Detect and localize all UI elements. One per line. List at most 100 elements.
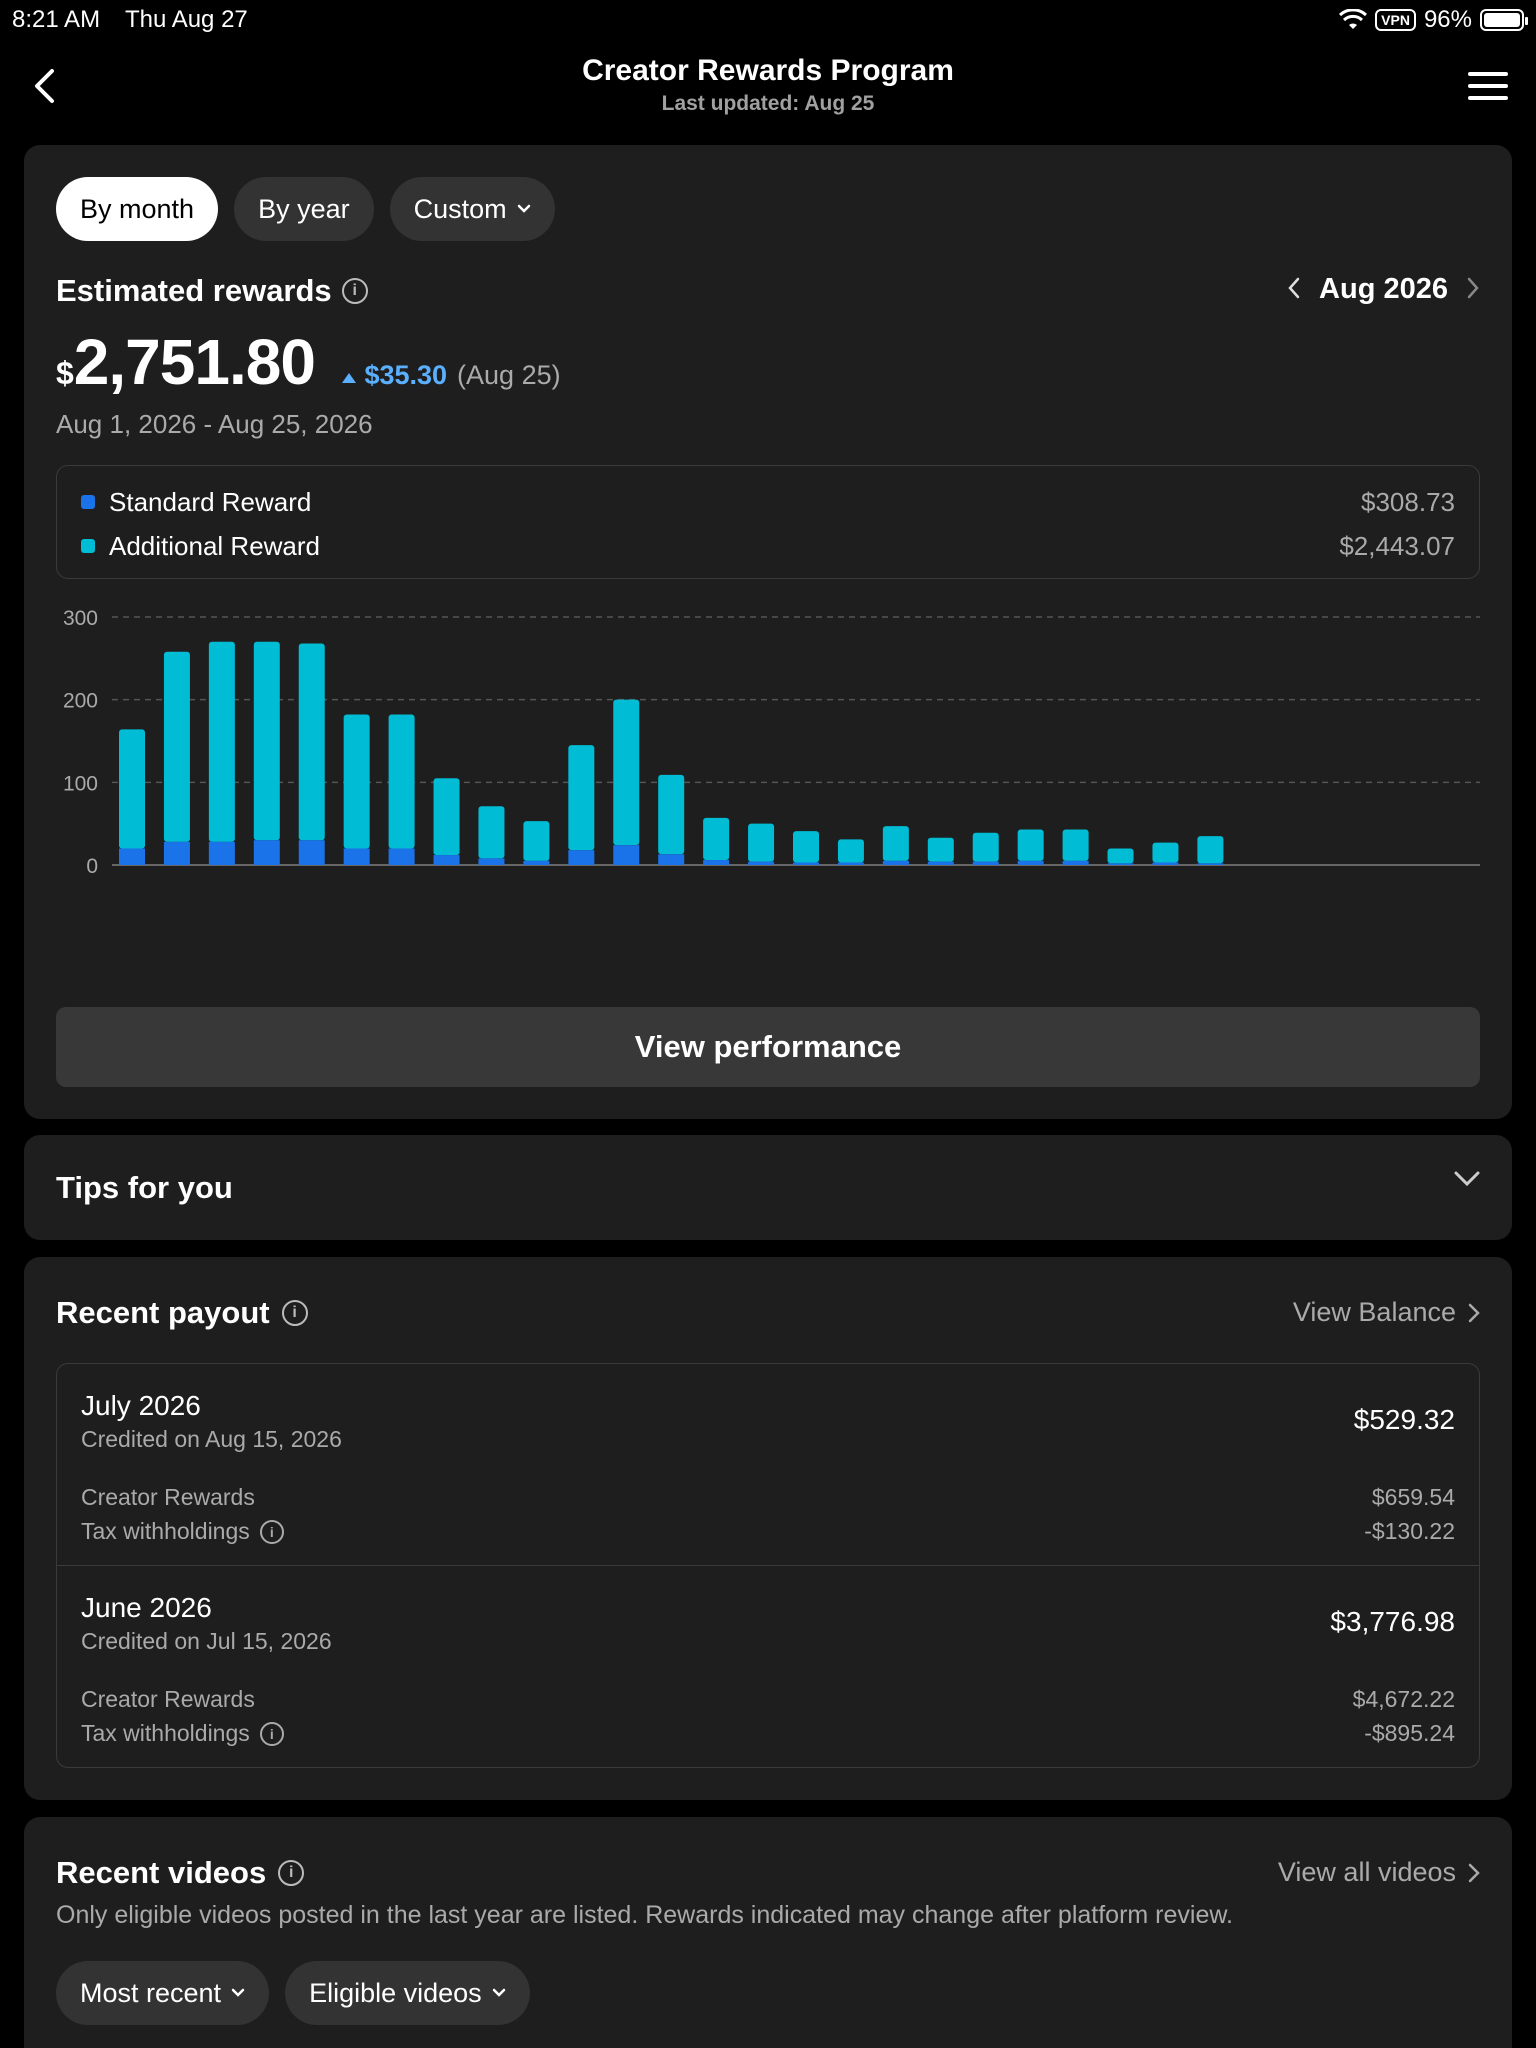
- standard-reward-bar: [1197, 863, 1224, 865]
- tab-by-month[interactable]: By month: [56, 177, 219, 241]
- tips-title: Tips for you: [56, 1169, 233, 1205]
- tab-custom[interactable]: Custom: [389, 177, 555, 241]
- tax-withholdings-value: -$130.22: [1364, 1518, 1455, 1544]
- additional-reward-bar: [748, 823, 775, 862]
- y-tick-label: 100: [63, 772, 98, 795]
- vpn-badge: VPN: [1375, 9, 1416, 31]
- payout-item[interactable]: July 2026 Credited on Aug 15, 2026 $529.…: [81, 1364, 1455, 1564]
- prev-month-button[interactable]: [1287, 274, 1301, 306]
- view-all-videos-link[interactable]: View all videos: [1278, 1857, 1480, 1888]
- x-tick-label: 25: [1199, 883, 1222, 885]
- info-icon[interactable]: i: [341, 278, 368, 304]
- tab-by-year[interactable]: By year: [234, 177, 374, 241]
- info-icon[interactable]: i: [281, 1300, 308, 1326]
- rewards-delta: $35.30: [341, 360, 447, 391]
- sort-dropdown[interactable]: Most recent: [56, 1961, 270, 2025]
- additional-reward-bar: [613, 699, 640, 846]
- payout-credited: Credited on Jul 15, 2026: [81, 1628, 332, 1654]
- chevron-down-icon: [231, 1988, 245, 1997]
- menu-button[interactable]: [1464, 62, 1512, 110]
- view-all-videos-label: View all videos: [1277, 1857, 1456, 1887]
- recent-payout-title: Recent payout: [56, 1295, 270, 1330]
- divider: [57, 1565, 1479, 1566]
- period-tabs: By month By year Custom: [56, 177, 555, 241]
- additional-reward-bar: [1062, 829, 1089, 861]
- additional-reward-bar: [972, 832, 999, 862]
- expand-tips-button[interactable]: [1454, 1171, 1480, 1192]
- estimated-rewards-heading: Estimated rewards i: [56, 273, 368, 309]
- creator-rewards-label: Creator Rewards: [81, 1686, 255, 1712]
- standard-reward-bar: [748, 861, 775, 865]
- page-title: Creator Rewards Program: [582, 54, 954, 87]
- payout-item[interactable]: June 2026 Credited on Jul 15, 2026 $3,77…: [81, 1566, 1455, 1766]
- delta-value: $35.30: [364, 360, 448, 390]
- standard-reward-bar: [927, 861, 954, 865]
- standard-reward-bar: [703, 860, 730, 865]
- next-month-button[interactable]: [1466, 274, 1480, 306]
- tab-custom-label: Custom: [413, 193, 507, 224]
- chevron-right-icon: [1468, 1863, 1480, 1882]
- tips-card[interactable]: Tips for you: [24, 1135, 1512, 1240]
- status-time: 8:21 AM: [12, 6, 101, 33]
- additional-reward-bar: [119, 729, 145, 849]
- standard-reward-bar: [343, 848, 370, 865]
- eligibility-dropdown[interactable]: Eligible videos: [285, 1961, 530, 2025]
- creator-rewards-value: $659.54: [1371, 1484, 1455, 1510]
- rewards-card: By month By year Custom Estimated reward…: [24, 145, 1512, 1119]
- x-tick-label: 31: [1468, 883, 1491, 885]
- status-bar: 8:21 AM Thu Aug 27 VPN 96%: [0, 0, 1536, 40]
- additional-reward-value: $2,443.07: [1339, 530, 1455, 561]
- standard-reward-bar: [1152, 862, 1179, 865]
- x-tick-label: 13: [660, 883, 683, 885]
- info-icon[interactable]: i: [278, 1860, 305, 1886]
- battery-percent: 96%: [1423, 6, 1472, 33]
- standard-reward-bar: [163, 841, 190, 865]
- recent-videos-title: Recent videos: [56, 1855, 267, 1890]
- standard-reward-bar: [208, 841, 235, 865]
- payout-total: $529.32: [1353, 1404, 1455, 1435]
- status-right: VPN 96%: [1339, 6, 1528, 34]
- recent-videos-card: Recent videos i View all videos Only eli…: [24, 1817, 1512, 2048]
- y-tick-label: 200: [63, 690, 98, 713]
- chevron-left-icon: [1288, 277, 1300, 298]
- additional-reward-bar: [882, 826, 909, 861]
- additional-reward-bar: [388, 714, 415, 849]
- videos-description: Only eligible videos posted in the last …: [56, 1901, 1233, 1929]
- page-header: Creator Rewards Program Last updated: Au…: [0, 44, 1536, 140]
- video-filters: Most recent Eligible videos: [56, 1961, 530, 2025]
- y-tick-label: 0: [86, 855, 98, 878]
- wifi-icon: [1339, 9, 1368, 29]
- reward-breakdown: Standard Reward $308.73 Additional Rewar…: [56, 465, 1480, 579]
- additional-reward-bar: [1107, 848, 1134, 864]
- payout-list: July 2026 Credited on Aug 15, 2026 $529.…: [56, 1363, 1480, 1768]
- last-updated: Last updated: Aug 25: [661, 92, 875, 115]
- chevron-right-icon: [1467, 277, 1479, 298]
- view-balance-label: View Balance: [1292, 1297, 1456, 1327]
- info-icon[interactable]: i: [259, 1721, 284, 1746]
- standard-reward-value: $308.73: [1361, 486, 1455, 517]
- standard-reward-bar: [523, 860, 550, 865]
- x-tick-label: 16: [794, 883, 817, 885]
- standard-reward-bar: [972, 861, 999, 865]
- currency-symbol: $: [56, 355, 74, 391]
- standard-reward-bar: [882, 860, 909, 865]
- additional-reward-bar: [1017, 829, 1044, 861]
- info-icon[interactable]: i: [259, 1519, 284, 1544]
- back-button[interactable]: [24, 62, 64, 110]
- additional-reward-bar: [253, 641, 280, 841]
- rewards-bar-chart: 0 100 200 300 1 4 7 10 13 16 19 22 25 28 31: [63, 607, 1492, 885]
- triangle-up-icon: [341, 373, 356, 383]
- view-performance-button[interactable]: View performance: [56, 1007, 1480, 1087]
- standard-reward-bar: [298, 840, 325, 865]
- x-tick-label: 1: [126, 883, 138, 885]
- additional-reward-bar: [1197, 836, 1224, 864]
- estimated-rewards-title: Estimated rewards: [56, 273, 332, 308]
- standard-reward-bar: [478, 858, 505, 865]
- view-balance-link[interactable]: View Balance: [1293, 1297, 1480, 1328]
- standard-reward-bar: [119, 848, 145, 865]
- additional-reward-bar: [793, 831, 819, 863]
- standard-swatch: [81, 495, 95, 509]
- tax-withholdings-value: -$895.24: [1364, 1720, 1455, 1746]
- battery-icon: [1480, 9, 1528, 31]
- creator-rewards-value: $4,672.22: [1352, 1686, 1455, 1712]
